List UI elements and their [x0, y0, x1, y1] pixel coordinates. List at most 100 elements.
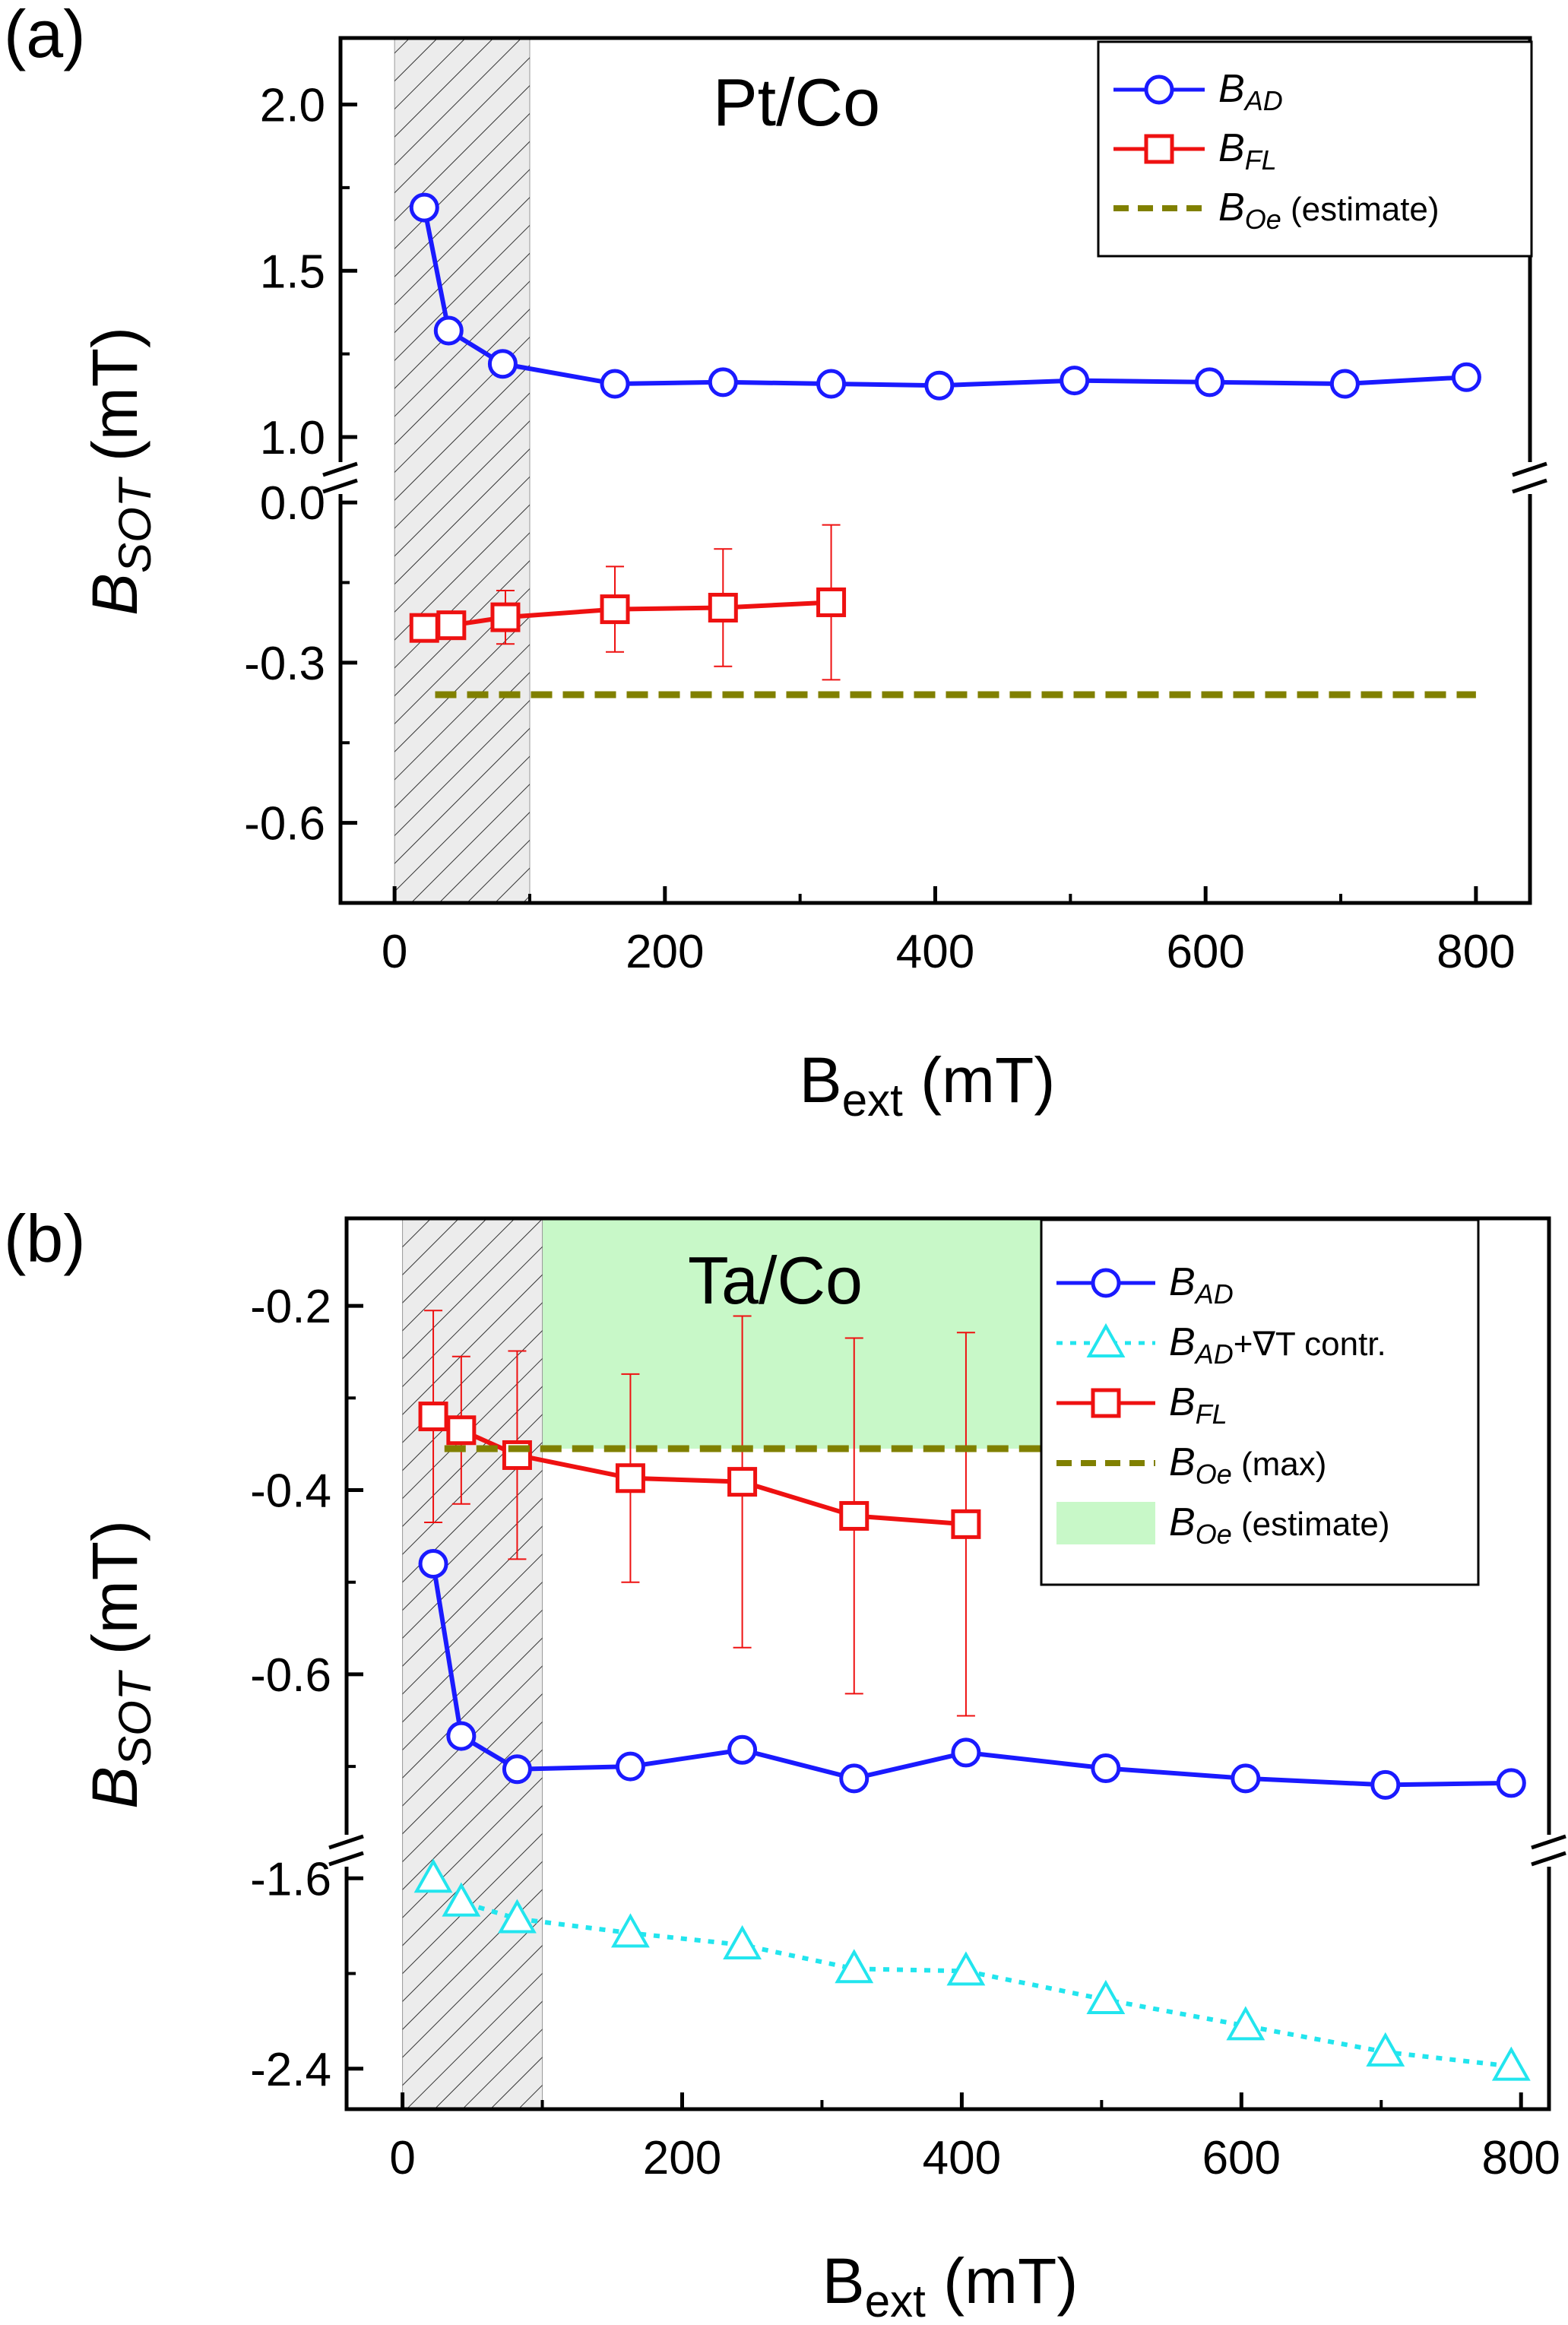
panel-b-series-b-ad-point: [727, 1734, 758, 1765]
panel-b-xtick-label: 0: [389, 2132, 415, 2184]
panel-b-ytick-label: -0.6: [250, 1649, 331, 1702]
panel-b-xlabel: Bext (mT): [822, 2245, 1079, 2325]
panel-b-legend-entry-label: BOe (estimate): [1169, 1500, 1390, 1550]
panel-a-ylabel: BSOT (mT): [79, 327, 160, 616]
panel-b-series-b-ad-t-contr-point: [835, 1949, 874, 1984]
panel-b-legend-entry: BFL: [1056, 1380, 1227, 1430]
panel-b-series-b-fl-point: [839, 1500, 870, 1531]
panel-b-legend: BAD BAD+∇T contr. BFL BOe (max) BOe (estimat…: [1040, 1218, 1480, 1586]
panel-b-series-b-ad-t-contr-point: [946, 1951, 986, 1986]
panel-b-legend-entry-label: BAD+∇T contr.: [1169, 1320, 1386, 1370]
panel-b-ytick-label: -1.6: [250, 1853, 331, 1905]
panel-a-legend-entry-marker: [1144, 74, 1174, 105]
panel-a-ytick-label: -0.3: [244, 638, 325, 690]
panel-b-series-b-ad-point: [1496, 1768, 1526, 1798]
panel-b-series-b-ad-t-contr-point: [497, 1899, 537, 1934]
panel-b-series-b-ad-point: [615, 1751, 645, 1782]
panel-a-xlabel: Bext (mT): [800, 1044, 1056, 1126]
panel-a-series-b-ad-point: [433, 315, 464, 346]
panel-b-series-b-ad-point: [951, 1737, 981, 1768]
panel-b-series-b-ad-t-contr-line: [432, 1877, 1512, 2069]
panel-a-series-b-ad-point: [924, 370, 955, 401]
panel-a-series-b-fl-point: [708, 592, 738, 622]
panel-a-series-b-ad-point: [409, 192, 439, 223]
panel-a-series-b-fl-point: [436, 610, 467, 641]
panel-b-series-b-ad-t-contr-point: [1226, 2006, 1265, 2041]
panel-b-series-b-ad-t-contr: [413, 1858, 1531, 2081]
panel-b-xtick-label: 200: [643, 2132, 721, 2184]
panel-b-legend-entry: BAD+∇T contr.: [1056, 1320, 1386, 1370]
panel-b-legend-entry-marker: [1091, 1268, 1121, 1298]
panel-b-series-b-ad-point: [839, 1763, 870, 1794]
panel-a-series-b-ad-point: [600, 369, 630, 399]
panel-b-legend-entry-label: BAD: [1169, 1260, 1234, 1310]
panel-b-series-b-ad-t-contr-point: [1366, 2032, 1405, 2067]
panel-a-series-b-fl-point: [409, 613, 439, 643]
panel-b-legend-entry: BAD: [1056, 1260, 1234, 1310]
panel-b-series-b-ad-t-contr-point: [611, 1913, 650, 1948]
panel-a-xtick-label: 600: [1166, 926, 1244, 978]
panel-b-series-b-fl-point: [615, 1463, 645, 1494]
panel-a-series-b-ad-point: [1451, 362, 1481, 392]
panel-a-series-b-fl-point: [490, 602, 521, 632]
panel-a-series-b-ad-point: [708, 367, 738, 398]
panel-a-legend-entry-marker: [1144, 134, 1174, 164]
panel-b-legend-entry-label: BFL: [1169, 1380, 1227, 1430]
panel-b-legend-entry-marker: [1086, 1322, 1126, 1357]
panel-b-series-b-ad-t-contr-point: [442, 1882, 481, 1917]
panel-b-series-b-fl-point: [418, 1402, 448, 1432]
panel-b-series-b-ad-t-contr-point: [723, 1924, 762, 1959]
panel-b-series-b-ad-point: [502, 1754, 532, 1785]
panel-b-series-b-fl-point: [727, 1467, 758, 1497]
panel-b-legend-entry: BOe (max): [1056, 1440, 1326, 1490]
panel-b-series-b-ad-t-contr-point: [413, 1858, 453, 1893]
panel-b-series-b-fl: [418, 1310, 981, 1717]
panel-a-hatch: [394, 38, 530, 903]
panel-b-series-b-ad: [418, 1548, 1526, 1800]
panel-b-series-b-ad-t-contr-point: [1086, 1979, 1126, 2014]
panel-a-series-b-ad: [409, 192, 1481, 401]
panel-a-xtick-label: 800: [1437, 926, 1515, 978]
panel-b-legend-entry: BOe (estimate): [1056, 1500, 1390, 1550]
panel-a-series-b-ad-point: [487, 349, 518, 379]
panel-a-series-b-fl-point: [600, 594, 630, 625]
panel-a: (a) Pt/Co 0 200 400 600 800 1.0 1.5 2.0 0.0 -0.3 -…: [4, 0, 1549, 1126]
panel-b-legend-entry-label: BOe (max): [1169, 1440, 1326, 1490]
panel-a-legend-entry-label: BFL: [1218, 126, 1277, 176]
panel-b-series-b-ad-point: [1091, 1753, 1121, 1784]
panel-a-series-b-ad-point: [1060, 366, 1090, 396]
panel-a-series-b-fl-point: [816, 587, 847, 617]
panel-b-axis-break: [328, 1834, 1568, 1867]
panel-a-legend-entry-label: BOe (estimate): [1218, 185, 1440, 235]
panel-a-legend-entry-label: BAD: [1218, 67, 1283, 116]
panel-b-legend-entry-marker: [1091, 1388, 1121, 1418]
panel-a-xtick-label: 0: [382, 926, 407, 978]
panel-b-xtick-label: 600: [1202, 2132, 1281, 2184]
panel-a-axis-break: [322, 461, 1549, 494]
panel-b-xtick-label: 800: [1481, 2132, 1560, 2184]
panel-a-legend-entry: BFL: [1113, 126, 1277, 176]
panel-a-xtick-label: 400: [896, 926, 974, 978]
panel-a-series-b-ad-point: [1195, 367, 1225, 398]
panel-a-series-b-fl: [409, 524, 847, 681]
panel-b-ytick-label: -2.4: [250, 2044, 331, 2096]
panel-a-ytick-label: 2.0: [260, 80, 325, 132]
panel-b-ytick-label: -0.4: [250, 1465, 331, 1518]
panel-b: (b) Ta/Co 0 200 400 600 800 -0.2 -0.4 -0.6 -1.6 -…: [4, 1201, 1568, 2325]
panel-b-legend-entry-swatch: [1056, 1502, 1155, 1544]
panel-a-legend-entry: BAD: [1113, 67, 1283, 116]
panel-a-series-b-ad-point: [1329, 369, 1360, 399]
panel-a-ytick-label: 0.0: [260, 477, 325, 530]
panel-b-xtick-label: 400: [923, 2132, 1001, 2184]
panel-b-series-b-ad-point: [1370, 1769, 1401, 1800]
panel-a-series-b-ad-point: [816, 369, 847, 399]
panel-a-ytick-label: 1.0: [260, 412, 325, 464]
panel-a-legend: BAD BFL BOe (estimate): [1097, 40, 1533, 258]
panel-b-series-b-ad-t-contr-point: [1491, 2046, 1531, 2081]
panel-b-label: (b): [4, 1201, 86, 1276]
panel-a-label: (a): [4, 0, 86, 71]
panel-b-ylabel: BSOT (mT): [79, 1520, 160, 1809]
panel-a-ytick-label: -0.6: [244, 798, 325, 850]
panel-b-series-b-fl-point: [951, 1509, 981, 1539]
